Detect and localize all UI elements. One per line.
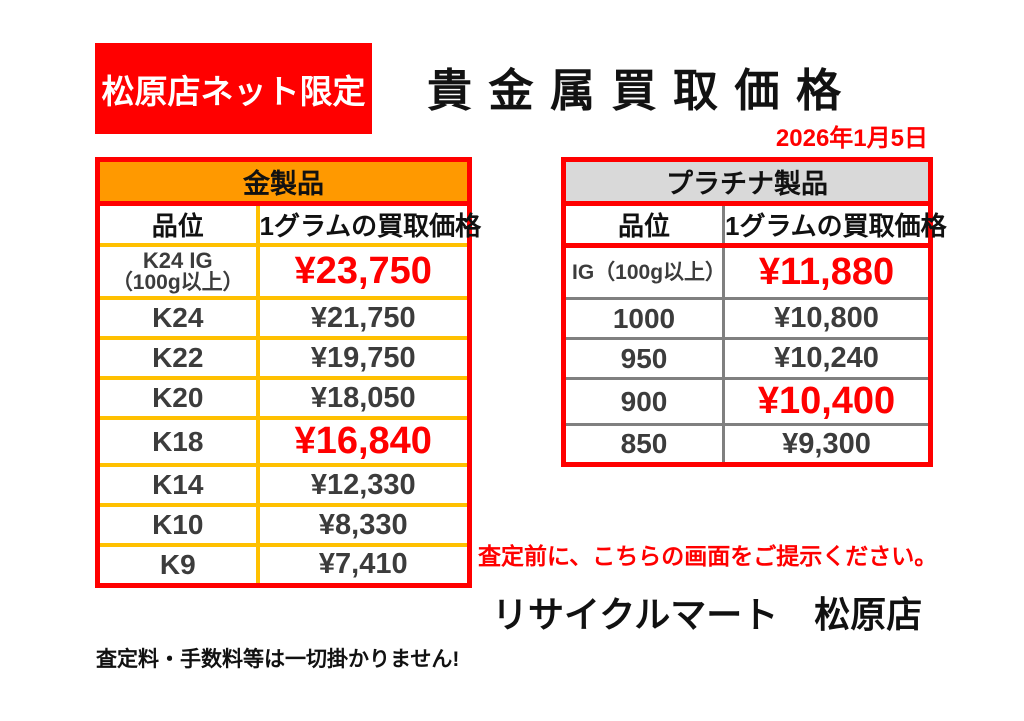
net-limited-badge: 松原店ネット限定 (95, 43, 372, 134)
price-value: ¥11,880 (722, 244, 932, 300)
grade-label: 950 (562, 337, 725, 380)
table-row: K20 ¥18,050 (95, 376, 472, 420)
table-row: K9 ¥7,410 (95, 543, 472, 587)
table-row: 900 ¥10,400 (562, 377, 932, 426)
price-date: 2026年1月5日 (775, 125, 928, 152)
price-value: ¥10,400 (722, 377, 932, 426)
gold-column-grade: 品位 (95, 201, 260, 247)
price-value: ¥12,330 (255, 463, 472, 507)
store-name: リサイクルマート 松原店 (492, 594, 923, 635)
price-value: ¥10,240 (722, 337, 932, 380)
price-value: ¥8,330 (255, 503, 472, 547)
no-fee-note: 査定料・手数料等は一切掛かりません! (96, 648, 460, 671)
grade-label: K22 (95, 336, 260, 380)
grade-label: K14 (95, 463, 260, 507)
grade-note: （100g以上） (111, 271, 244, 295)
platinum-column-header-row: 品位 1グラムの買取価格 (562, 202, 947, 248)
grade-label: K20 (95, 376, 260, 420)
grade-label: 850 (562, 423, 725, 466)
table-row: K22 ¥19,750 (95, 336, 472, 380)
platinum-price-table: プラチナ製品 品位 1グラムの買取価格 IG（100g以上） ¥11,880 1… (561, 157, 947, 467)
price-value: ¥10,800 (722, 297, 932, 340)
table-row: IG（100g以上） ¥11,880 (562, 244, 932, 300)
table-row: 1000 ¥10,800 (562, 297, 932, 340)
table-row: K24 IG （100g以上） ¥23,750 (95, 243, 472, 300)
gold-table-title-row: 金製品 (95, 157, 472, 206)
gold-price-table: 金製品 品位 1グラムの買取価格 K24 IG （100g以上） ¥23,750… (95, 157, 481, 588)
grade-label: K10 (95, 503, 260, 547)
platinum-column-grade: 品位 (562, 202, 725, 248)
platinum-table-title: プラチナ製品 (562, 158, 932, 206)
price-value: ¥19,750 (255, 336, 472, 380)
platinum-table-title-row: プラチナ製品 (562, 158, 932, 206)
grade-label: IG（100g以上） (562, 244, 726, 300)
table-row: 950 ¥10,240 (562, 337, 932, 380)
grade-label: K9 (95, 543, 260, 587)
grade-label: K24 (95, 296, 260, 340)
badge-label: 松原店ネット限定 (101, 72, 366, 110)
grade-cell: K24 IG （100g以上） (95, 243, 260, 300)
grade-label: K24 IG (142, 247, 213, 273)
price-value: ¥7,410 (255, 543, 472, 587)
presentation-notice: 査定前に、こちらの画面をご提示ください。 (478, 543, 938, 569)
grade-label: K18 (95, 416, 260, 467)
price-value: ¥21,750 (255, 296, 472, 340)
price-value: ¥16,840 (255, 416, 472, 467)
grade-label: 900 (562, 377, 725, 426)
gold-column-header-row: 品位 1グラムの買取価格 (95, 201, 481, 247)
gold-column-price: 1グラムの買取価格 (255, 201, 481, 247)
table-row: K18 ¥16,840 (95, 416, 472, 467)
gold-table-title: 金製品 (95, 157, 472, 206)
platinum-column-price: 1グラムの買取価格 (722, 202, 947, 248)
price-value: ¥23,750 (255, 243, 472, 300)
table-row: K24 ¥21,750 (95, 296, 472, 340)
page-title: 貴 金 属 買 取 価 格 (426, 65, 843, 116)
table-row: K10 ¥8,330 (95, 503, 472, 547)
table-row: 850 ¥9,300 (562, 423, 932, 466)
price-value: ¥18,050 (255, 376, 472, 420)
table-row: K14 ¥12,330 (95, 463, 472, 507)
price-value: ¥9,300 (722, 423, 932, 466)
grade-label: 1000 (562, 297, 725, 340)
